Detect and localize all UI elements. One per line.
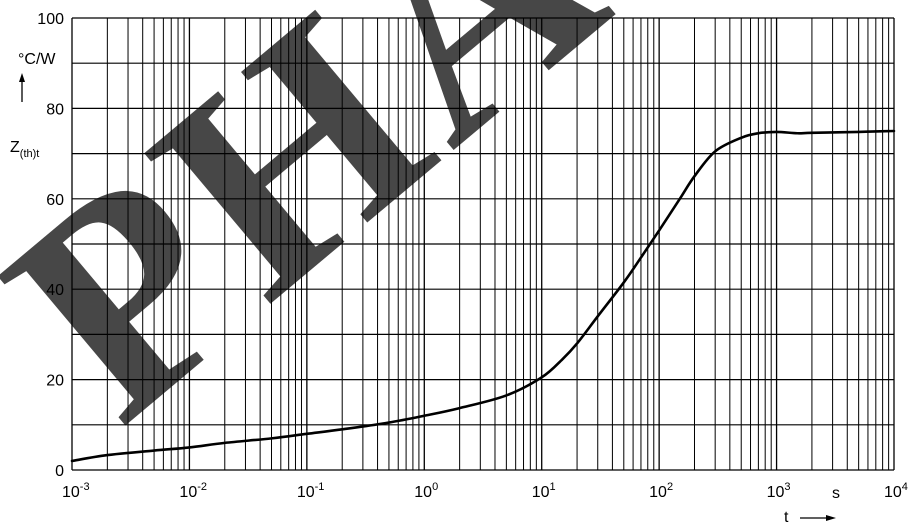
x-tick-label: 10-3 (62, 481, 90, 501)
svg-text:Z(th)t: Z(th)t (10, 139, 39, 160)
y-axis-arrow-head (19, 73, 25, 82)
x-tick-label: 104 (884, 481, 908, 501)
x-axis-label: t (784, 509, 836, 525)
x-tick-label: 103 (767, 481, 791, 501)
y-label-sub: (th)t (20, 148, 40, 160)
y-tick-label: 40 (46, 282, 64, 299)
grid (71, 17, 895, 471)
y-tick-label: 80 (46, 101, 64, 118)
x-label: t (784, 509, 789, 525)
x-unit-label: s (832, 485, 840, 502)
x-tick-label: 101 (532, 481, 556, 501)
x-axis-arrow-head (826, 515, 836, 521)
series-line-0 (70, 129, 896, 463)
y-label-main: Z (10, 139, 20, 156)
y-tick-label: 0 (55, 463, 64, 480)
y-axis-label: °C/W Z(th)t (10, 51, 56, 160)
y-unit-label: °C/W (18, 51, 56, 68)
x-tick-label: 10-1 (297, 481, 325, 501)
x-tick-labels: 10-3 10-2 10-1 100 101 102 103 104 (62, 481, 908, 501)
y-tick-label: 100 (37, 11, 64, 28)
x-tick-label: 10-2 (179, 481, 207, 501)
y-tick-label: 20 (46, 373, 64, 390)
series-group (70, 129, 896, 463)
y-tick-labels: 0 20 40 60 80 100 (37, 11, 64, 480)
y-tick-label: 60 (46, 192, 64, 209)
x-tick-label: 100 (414, 481, 438, 501)
x-tick-label: 102 (649, 481, 673, 501)
